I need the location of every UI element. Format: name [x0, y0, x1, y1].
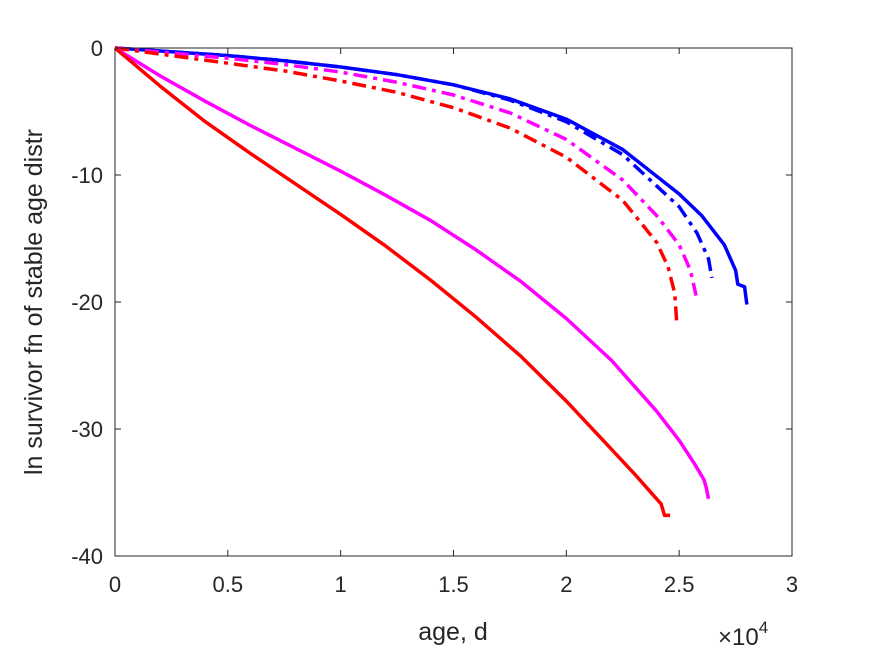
x-tick-label: 1: [335, 572, 347, 597]
x-tick-label: 2: [560, 572, 572, 597]
series-line-6: [113, 46, 671, 518]
y-axis-ticks: 0 -10 -20 -30 -40: [71, 36, 792, 569]
y-tick-label: -10: [71, 163, 103, 188]
x-tick-label: 2.5: [664, 572, 695, 597]
x-multiplier-exponent: 4: [759, 618, 768, 637]
x-tick-label: 0.5: [213, 572, 244, 597]
x-tick-label: 3: [786, 572, 798, 597]
y-axis-label: ln survivor fn of stable age distr: [20, 129, 48, 475]
y-tick-label: -20: [71, 290, 103, 315]
x-multiplier-base: ×10: [718, 624, 759, 651]
x-tick-label: 0: [109, 572, 121, 597]
series-line-5: [114, 46, 711, 500]
series-layer: [113, 46, 749, 518]
series-line-4: [114, 46, 679, 326]
y-tick-label: -30: [71, 417, 103, 442]
x-tick-label: 1.5: [438, 572, 469, 597]
x-axis-multiplier: ×104: [718, 618, 768, 651]
x-axis-label: age, d: [418, 618, 488, 646]
series-line-2: [114, 46, 714, 279]
y-tick-label: -40: [71, 544, 103, 569]
series-line-3: [114, 46, 698, 296]
x-axis-ticks: 0 0.5 1 1.5 2 2.5 3: [109, 48, 798, 597]
y-tick-label: 0: [91, 36, 103, 61]
